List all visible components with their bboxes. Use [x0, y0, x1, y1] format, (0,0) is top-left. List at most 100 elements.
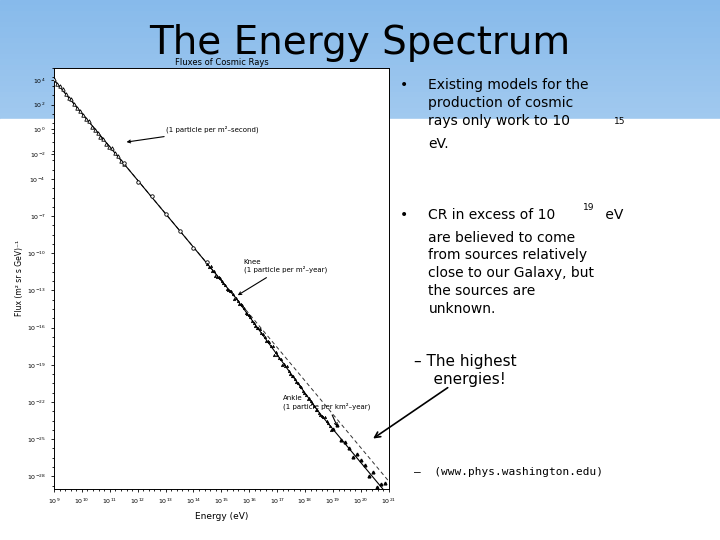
- Bar: [0, 470, 720, 475]
- Bar: [0, 248, 720, 254]
- Bar: [0, 410, 720, 416]
- Text: (1 particle per m²–second): (1 particle per m²–second): [127, 126, 258, 143]
- X-axis label: Energy (eV): Energy (eV): [194, 512, 248, 521]
- Title: Fluxes of Cosmic Rays: Fluxes of Cosmic Rays: [174, 58, 269, 67]
- Text: 19: 19: [583, 202, 595, 212]
- Bar: [0, 157, 720, 162]
- Bar: [0, 254, 720, 259]
- Bar: [0, 356, 720, 362]
- Bar: [0, 43, 720, 49]
- Bar: [0, 308, 720, 313]
- Bar: [0, 481, 720, 486]
- Bar: [0, 351, 720, 356]
- Bar: [0, 335, 720, 340]
- Bar: [0, 92, 720, 97]
- Bar: [0, 76, 720, 81]
- Bar: [0, 373, 720, 378]
- Bar: [0, 459, 720, 464]
- Bar: [0, 502, 720, 508]
- Bar: [0, 27, 720, 32]
- Text: – The highest
    energies!: – The highest energies!: [414, 354, 517, 387]
- Text: The Energy Spectrum: The Energy Spectrum: [150, 24, 570, 62]
- Bar: [0, 124, 720, 130]
- Bar: [0, 5, 720, 11]
- Bar: [0, 194, 720, 200]
- Bar: [0, 162, 720, 167]
- Text: are believed to come
from sources relatively
close to our Galaxy, but
the source: are believed to come from sources relati…: [428, 231, 595, 316]
- Bar: [0, 49, 720, 54]
- Bar: [0, 275, 720, 281]
- Bar: [0, 0, 720, 5]
- Text: •: •: [400, 78, 408, 92]
- Bar: [0, 59, 720, 65]
- Bar: [0, 454, 720, 459]
- Bar: [0, 221, 720, 227]
- Bar: [0, 319, 720, 324]
- Bar: [0, 286, 720, 292]
- Bar: [0, 394, 720, 400]
- Bar: [0, 81, 720, 86]
- Bar: [0, 32, 720, 38]
- Bar: [0, 346, 720, 351]
- Bar: [0, 443, 720, 448]
- Bar: [0, 119, 720, 124]
- Bar: [0, 238, 720, 243]
- Bar: [0, 508, 720, 513]
- Bar: [0, 464, 720, 470]
- Bar: [0, 400, 720, 405]
- Bar: [0, 70, 720, 76]
- Bar: [0, 270, 720, 275]
- Bar: [0, 86, 720, 92]
- Bar: [0, 216, 720, 221]
- Bar: [0, 281, 720, 286]
- Bar: [0, 135, 720, 140]
- Bar: [0, 178, 720, 184]
- Bar: [0, 189, 720, 194]
- Bar: [0, 518, 720, 524]
- Bar: [0, 432, 720, 437]
- Bar: [0, 140, 720, 146]
- Bar: [0, 259, 720, 265]
- Bar: [0, 383, 720, 389]
- Bar: [0, 108, 720, 113]
- Bar: [0, 529, 720, 535]
- Text: –  (www.phys.washington.edu): – (www.phys.washington.edu): [414, 467, 603, 477]
- Bar: [0, 329, 720, 335]
- Bar: [0, 173, 720, 178]
- Bar: [0, 389, 720, 394]
- Bar: [0, 38, 720, 43]
- Bar: [0, 97, 720, 103]
- Text: 15: 15: [614, 117, 626, 126]
- Bar: [0, 362, 720, 367]
- Text: eV.: eV.: [428, 137, 449, 151]
- Bar: [0, 113, 720, 119]
- Bar: [0, 232, 720, 238]
- Bar: [0, 22, 720, 27]
- Bar: [0, 211, 720, 216]
- Bar: [0, 448, 720, 454]
- Bar: [0, 130, 720, 135]
- Text: •: •: [400, 208, 408, 222]
- Bar: [0, 54, 720, 59]
- Bar: [0, 513, 720, 518]
- Bar: [0, 486, 720, 491]
- Bar: [0, 65, 720, 70]
- Bar: [0, 437, 720, 443]
- Bar: [0, 200, 720, 205]
- Bar: [0, 367, 720, 373]
- Text: Knee
(1 particle per m²–year): Knee (1 particle per m²–year): [239, 259, 327, 295]
- Bar: [0, 535, 720, 540]
- Bar: [0, 292, 720, 297]
- Bar: [0, 324, 720, 329]
- Bar: [0, 405, 720, 410]
- Bar: [0, 302, 720, 308]
- Bar: [0, 184, 720, 189]
- Bar: [0, 497, 720, 502]
- Bar: [0, 227, 720, 232]
- Bar: [0, 475, 720, 481]
- Y-axis label: Flux (m² sr s GeV)⁻¹: Flux (m² sr s GeV)⁻¹: [15, 240, 24, 316]
- Bar: [0, 524, 720, 529]
- Bar: [0, 11, 720, 16]
- Bar: [0, 205, 720, 211]
- Bar: [0, 297, 720, 302]
